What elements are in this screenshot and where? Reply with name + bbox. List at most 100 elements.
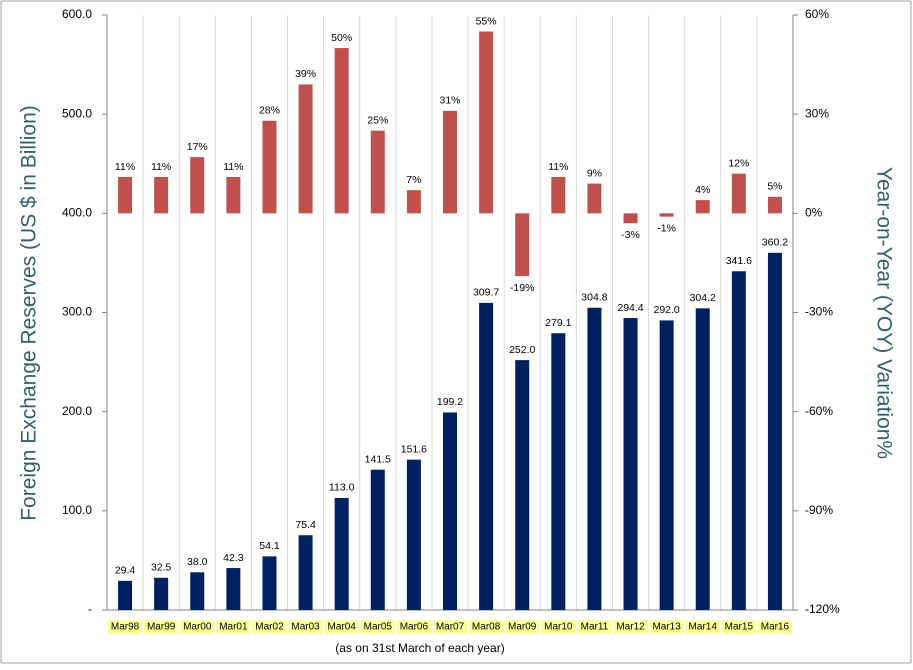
category-label-bg bbox=[613, 620, 648, 634]
value-label: -1% bbox=[657, 222, 676, 234]
value-label: 32.5 bbox=[151, 562, 172, 574]
y2-tick-label: -120% bbox=[805, 602, 840, 616]
category-label-bg bbox=[469, 620, 504, 634]
x-axis-title: (as on 31st March of each year) bbox=[335, 641, 504, 655]
bar bbox=[731, 271, 746, 610]
x-tick-label: Mar01 bbox=[219, 622, 248, 633]
category-label-bg bbox=[577, 620, 612, 634]
category-label-bg bbox=[433, 620, 467, 634]
bar bbox=[479, 302, 494, 610]
category-label-bg bbox=[721, 620, 756, 634]
bar bbox=[479, 31, 494, 214]
value-label: 252.0 bbox=[509, 344, 535, 356]
bar bbox=[334, 48, 349, 214]
value-label: 7% bbox=[406, 174, 421, 186]
bar bbox=[262, 556, 277, 610]
value-label: 141.5 bbox=[365, 453, 391, 465]
x-tick-label: Mar13 bbox=[652, 622, 681, 633]
value-label: 279.1 bbox=[545, 317, 571, 329]
value-label: 28% bbox=[259, 105, 280, 117]
x-tick-label: Mar10 bbox=[544, 622, 573, 633]
value-label: 29.4 bbox=[115, 565, 136, 577]
value-label: 199.2 bbox=[437, 396, 463, 408]
value-label: 113.0 bbox=[329, 482, 355, 494]
y-tick-label: 400.0 bbox=[62, 206, 92, 220]
x-tick-label: Mar12 bbox=[616, 622, 645, 633]
category-label-bg bbox=[685, 620, 720, 634]
bar bbox=[334, 497, 349, 610]
x-tick-label: Mar03 bbox=[291, 622, 320, 633]
category-label-bg bbox=[288, 620, 323, 634]
bar bbox=[226, 568, 241, 610]
bar bbox=[623, 213, 638, 224]
bar bbox=[695, 200, 710, 214]
value-label: -19% bbox=[510, 282, 535, 294]
y2-tick-label: -30% bbox=[805, 305, 833, 319]
bar bbox=[298, 535, 313, 610]
x-tick-label: Mar99 bbox=[147, 622, 176, 633]
value-label: 50% bbox=[331, 32, 352, 44]
x-tick-label: Mar08 bbox=[472, 622, 501, 633]
bar bbox=[587, 183, 602, 214]
bar bbox=[118, 580, 133, 610]
bar bbox=[443, 412, 457, 610]
x-tick-label: Mar02 bbox=[255, 622, 284, 633]
y-tick-label: 100.0 bbox=[62, 503, 92, 517]
value-label: 38.0 bbox=[187, 556, 208, 568]
value-label: 75.4 bbox=[295, 519, 316, 531]
value-label: -3% bbox=[621, 229, 640, 241]
bar bbox=[406, 190, 421, 214]
value-label: 42.3 bbox=[223, 552, 244, 564]
x-tick-label: Mar05 bbox=[364, 622, 393, 633]
value-label: 11% bbox=[115, 161, 135, 173]
category-label-bg bbox=[649, 620, 684, 634]
value-label: 360.2 bbox=[762, 237, 788, 249]
bar bbox=[370, 130, 385, 214]
y2-tick-label: -60% bbox=[805, 404, 833, 418]
y-tick-label: 200.0 bbox=[62, 404, 92, 418]
x-tick-label: Mar98 bbox=[111, 622, 140, 633]
bar bbox=[731, 173, 746, 214]
bar bbox=[551, 333, 566, 610]
value-label: 151.6 bbox=[401, 443, 427, 455]
bar bbox=[767, 196, 782, 214]
bar bbox=[406, 459, 421, 610]
bar bbox=[154, 176, 169, 214]
y2-tick-label: 60% bbox=[805, 7, 829, 21]
value-label: 4% bbox=[695, 184, 710, 196]
category-label-bg bbox=[757, 620, 792, 634]
bar bbox=[659, 213, 674, 217]
value-label: 11% bbox=[548, 161, 568, 173]
bar bbox=[154, 577, 169, 610]
value-label: 25% bbox=[367, 114, 388, 126]
value-label: 294.4 bbox=[617, 302, 643, 314]
x-tick-label: Mar09 bbox=[508, 622, 537, 633]
y2-tick-label: 0% bbox=[805, 206, 823, 220]
x-tick-label: Mar16 bbox=[761, 622, 790, 633]
bar bbox=[262, 120, 277, 214]
y-tick-label: 300.0 bbox=[62, 305, 92, 319]
value-label: 304.8 bbox=[581, 292, 607, 304]
category-label-bg bbox=[505, 620, 540, 634]
value-label: 11% bbox=[151, 161, 171, 173]
y-tick-label: 600.0 bbox=[62, 7, 92, 21]
bar bbox=[551, 176, 566, 214]
value-label: 17% bbox=[187, 141, 208, 153]
category-label-bg bbox=[360, 620, 395, 634]
bar bbox=[659, 320, 674, 610]
x-tick-label: Mar06 bbox=[400, 622, 429, 633]
x-tick-label: Mar14 bbox=[689, 622, 718, 633]
y-tick-label: - bbox=[88, 602, 92, 616]
bar bbox=[623, 318, 638, 610]
value-label: 9% bbox=[587, 167, 602, 179]
category-label-bg bbox=[108, 620, 143, 634]
value-label: 309.7 bbox=[473, 287, 499, 299]
value-label: 31% bbox=[439, 95, 460, 107]
bar bbox=[190, 157, 205, 214]
bar bbox=[226, 176, 241, 214]
bar bbox=[370, 469, 385, 610]
category-label-bg bbox=[216, 620, 251, 634]
bar bbox=[190, 572, 205, 610]
